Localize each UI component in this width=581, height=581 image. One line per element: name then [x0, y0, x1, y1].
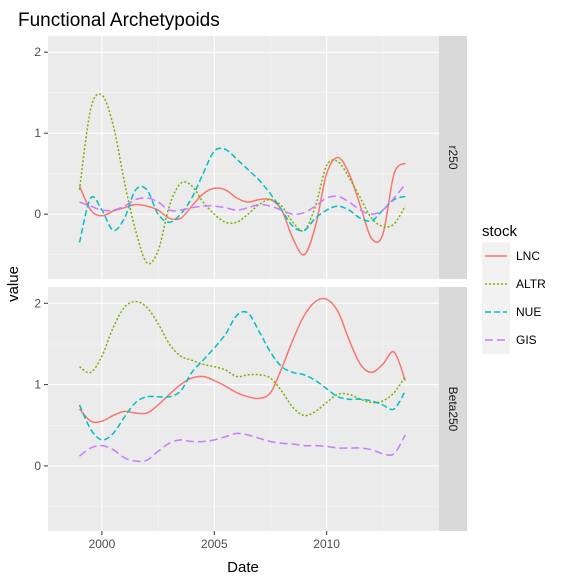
legend-label: GIS: [516, 333, 537, 347]
legend-label: LNC: [516, 249, 540, 263]
legend-item-lnc: LNC: [482, 242, 540, 270]
facet-strip: [439, 36, 467, 279]
legend: stock LNC ALTR NUE GIS: [482, 223, 546, 354]
x-tick-label: 2005: [201, 537, 228, 551]
x-tick-label: 2010: [313, 537, 340, 551]
facet-strip-label: Beta250: [446, 387, 460, 432]
legend-title: stock: [482, 223, 518, 240]
series-line-lnc: [78, 297, 407, 424]
legend-item-gis: GIS: [482, 326, 537, 354]
series-line-lnc: [78, 156, 406, 256]
y-tick-label: 0: [34, 207, 41, 221]
facet-strip-label: r250: [446, 145, 460, 169]
chart-title: Functional Archetypoids: [18, 10, 220, 31]
facet-strip: [439, 287, 467, 531]
y-tick-label: 2: [34, 296, 41, 310]
legend-item-altr: ALTR: [482, 270, 546, 298]
x-axis-title: Date: [227, 559, 259, 576]
x-tick-label: 2000: [89, 537, 116, 551]
series-line-nue: [78, 310, 406, 441]
y-tick-label: 1: [34, 378, 41, 392]
y-axis-title: value: [5, 266, 22, 302]
y-tick-label: 1: [34, 126, 41, 140]
series-line-gis: [79, 432, 406, 463]
panel-r250: 0 1 2 r250: [34, 36, 467, 279]
series-line-nue: [78, 147, 406, 243]
panel-background: [48, 36, 439, 279]
y-tick-label: 2: [34, 45, 41, 59]
y-tick-label: 0: [34, 459, 41, 473]
series-line-gis: [79, 183, 406, 216]
legend-item-nue: NUE: [482, 298, 541, 326]
panel-background: [48, 287, 439, 531]
series-line-altr: [78, 93, 406, 265]
legend-label: ALTR: [516, 277, 546, 291]
panel-Beta250: 0 1 2 Beta250 2000 2005 2010: [34, 287, 467, 551]
legend-label: NUE: [516, 305, 541, 319]
